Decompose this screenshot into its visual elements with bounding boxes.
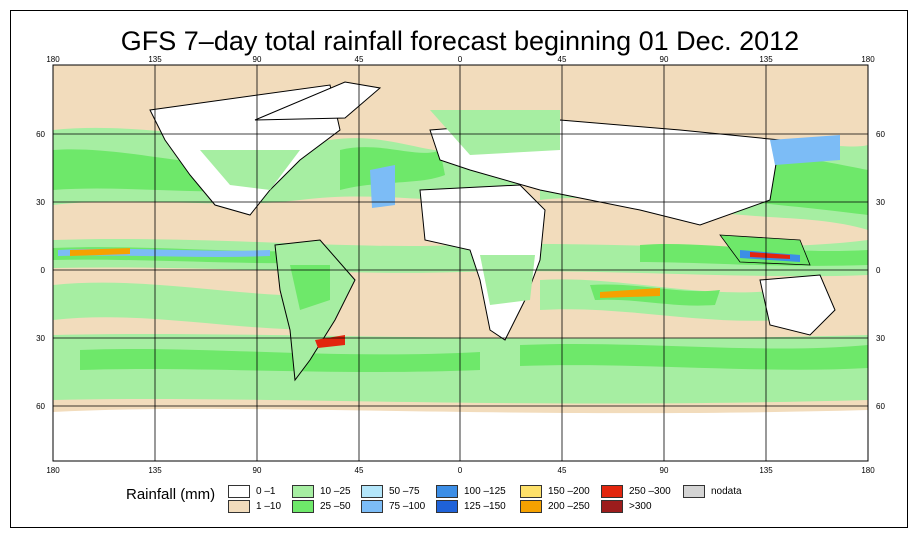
lon-tick-top: 90: [253, 55, 262, 64]
legend-label: 25 –50: [320, 501, 351, 512]
legend-swatch: [292, 500, 314, 513]
map-title: GFS 7–day total rainfall forecast beginn…: [120, 26, 800, 56]
lat-tick-left: 60: [36, 402, 45, 411]
lon-tick-bottom: 180: [861, 466, 875, 475]
lat-tick-right: 60: [876, 402, 885, 411]
amazon-rain: [290, 265, 330, 310]
south-pacific-band: [53, 282, 330, 330]
greenland: [254, 81, 382, 121]
north-america-rain: [200, 150, 300, 190]
lon-tick-top: 90: [660, 55, 669, 64]
legend-swatch: [292, 485, 314, 498]
lon-tick-top: 180: [861, 55, 875, 64]
lon-tick-top: 0: [458, 55, 463, 64]
lon-tick-bottom: 135: [759, 466, 773, 475]
legend-label: 200 –250: [548, 501, 590, 512]
lon-tick-bottom: 90: [253, 466, 262, 475]
lon-tick-labels-top: 180 135 90 45 0 45 90 135 180: [46, 55, 875, 64]
legend-swatch: [436, 485, 458, 498]
legend-label: 0 –1: [256, 486, 276, 497]
central-africa-rain: [480, 255, 535, 305]
arctic: [53, 65, 868, 96]
legend-label: 125 –150: [464, 501, 506, 512]
legend-title: Rainfall (mm): [126, 486, 216, 503]
lon-tick-bottom: 45: [355, 466, 364, 475]
australia: [759, 274, 836, 336]
legend-label: 250 –300: [629, 486, 671, 497]
lon-tick-top: 135: [759, 55, 773, 64]
map-field: [53, 65, 868, 461]
legend-label: 10 –25: [320, 486, 351, 497]
legend-swatch: [601, 500, 623, 513]
legend-swatch: [228, 485, 250, 498]
extreme-rain-warm-pool: [750, 252, 790, 259]
legend-swatch: [520, 485, 542, 498]
legend-label: 150 –200: [548, 486, 590, 497]
lat-tick-right: 30: [876, 198, 885, 207]
lon-tick-labels-bottom: 180 135 90 45 0 45 90 135 180: [46, 466, 875, 475]
lon-tick-bottom: 180: [46, 466, 60, 475]
legend-label: nodata: [711, 486, 742, 497]
legend-swatch: [361, 485, 383, 498]
heavy-rain-indian-ocean: [600, 288, 660, 298]
legend-label: 50 –75: [389, 486, 420, 497]
lat-tick-left: 30: [36, 198, 45, 207]
legend-swatch: [683, 485, 705, 498]
lon-tick-top: 45: [355, 55, 364, 64]
legend-label: 100 –125: [464, 486, 506, 497]
legend-swatch: [436, 500, 458, 513]
lat-tick-right: 30: [876, 334, 885, 343]
europe-rain: [430, 110, 560, 155]
lat-tick-left: 60: [36, 130, 45, 139]
legend-label: >300: [629, 501, 652, 512]
heavy-rain-east-pacific: [70, 248, 130, 256]
legend-label: 1 –10: [256, 501, 282, 512]
heavy-rain-atlantic: [370, 165, 395, 208]
southern-indian-core: [520, 343, 868, 370]
lon-tick-bottom: 90: [660, 466, 669, 475]
lon-tick-bottom: 45: [558, 466, 567, 475]
lat-tick-labels-left: 60 30 0 30 60: [36, 130, 45, 411]
lon-tick-bottom: 135: [148, 466, 162, 475]
map-border: [52, 64, 869, 462]
legend-swatch: [601, 485, 623, 498]
lat-tick-labels-right: 60 30 0 30 60: [876, 130, 885, 411]
lon-tick-top: 135: [148, 55, 162, 64]
legend-swatch: [520, 500, 542, 513]
legend-swatch: [361, 500, 383, 513]
lat-tick-left: 0: [41, 266, 46, 275]
heavy-rain-japan: [770, 135, 840, 165]
lon-tick-top: 180: [46, 55, 60, 64]
lat-tick-left: 30: [36, 334, 45, 343]
lat-tick-right: 60: [876, 130, 885, 139]
figure-frame: [10, 10, 908, 528]
legend-label: 75 –100: [389, 501, 426, 512]
graticule: [53, 65, 868, 461]
antarctica: [53, 408, 868, 461]
lat-tick-right: 0: [876, 266, 881, 275]
southern-ocean-core: [80, 348, 480, 372]
lon-tick-bottom: 0: [458, 466, 463, 475]
legend-swatch: [228, 500, 250, 513]
lon-tick-top: 45: [558, 55, 567, 64]
